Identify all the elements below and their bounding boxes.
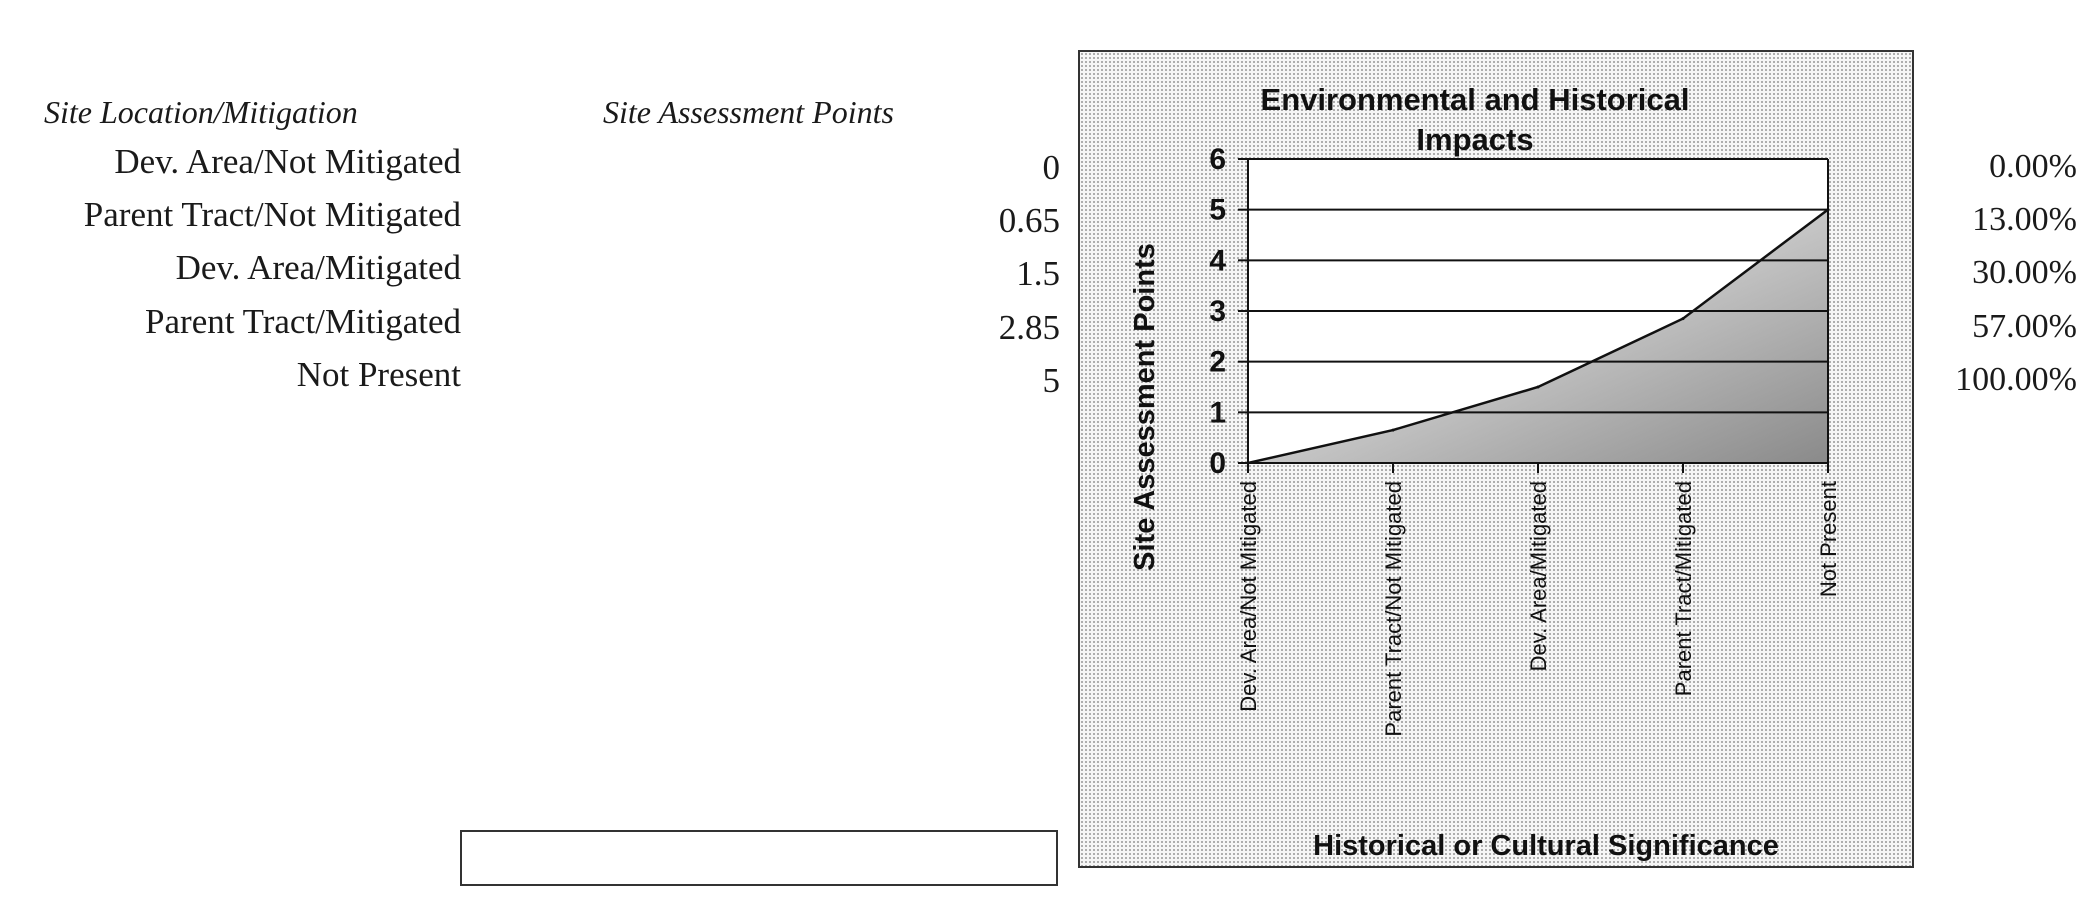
y-tick-label: 3 bbox=[1209, 295, 1226, 328]
row-label: Parent Tract/Not Mitigated bbox=[83, 195, 461, 234]
y-tick-label: 4 bbox=[1209, 244, 1226, 277]
chart-frame: Environmental and Historical Impacts Sit… bbox=[1078, 50, 1914, 868]
header-site-location: Site Location/Mitigation bbox=[44, 94, 358, 130]
row-percent: 0.00% bbox=[1989, 148, 2077, 185]
row-percent: 57.00% bbox=[1972, 308, 2077, 345]
y-tick-label: 2 bbox=[1209, 346, 1226, 379]
x-tick-label: Parent Tract/Mitigated bbox=[1671, 481, 1696, 696]
x-axis-label: Historical or Cultural Significance bbox=[1313, 830, 1779, 862]
y-tick-label: 6 bbox=[1209, 143, 1226, 176]
row-percent: 100.00% bbox=[1955, 361, 2077, 398]
row-points: 0 bbox=[1042, 148, 1061, 187]
x-tick-label: Dev. Area/Mitigated bbox=[1526, 481, 1551, 671]
y-axis-label: Site Assessment Points bbox=[1129, 243, 1161, 571]
area-fill bbox=[1248, 209, 1828, 463]
x-tick-label: Not Present bbox=[1816, 481, 1841, 597]
y-tick-label: 5 bbox=[1209, 194, 1226, 227]
row-points: 0.65 bbox=[998, 201, 1060, 240]
y-tick-label: 1 bbox=[1209, 396, 1226, 429]
plot-area: 0 1 2 3 4 5 6 Dev. Area/Not Mitigated Parent Tra… bbox=[1209, 143, 1841, 737]
row-label: Not Present bbox=[296, 355, 461, 394]
chart-title-line-2: Impacts bbox=[1416, 122, 1533, 157]
row-points: 1.5 bbox=[1016, 254, 1060, 293]
data-point bbox=[1536, 385, 1540, 389]
header-site-assessment-points: Site Assessment Points bbox=[603, 94, 894, 130]
area-chart: Environmental and Historical Impacts Sit… bbox=[1129, 82, 1841, 862]
row-percent: 13.00% bbox=[1972, 201, 2077, 238]
chart-title-line-1: Environmental and Historical bbox=[1261, 82, 1690, 117]
x-tick-label: Dev. Area/Not Mitigated bbox=[1236, 481, 1261, 712]
data-point bbox=[1391, 428, 1395, 432]
row-label: Parent Tract/Mitigated bbox=[145, 302, 461, 341]
y-tick-label: 0 bbox=[1209, 447, 1226, 480]
x-tick-label: Parent Tract/Not Mitigated bbox=[1381, 481, 1406, 737]
row-points: 2.85 bbox=[998, 308, 1060, 347]
empty-cell-input[interactable] bbox=[460, 830, 1058, 886]
data-point bbox=[1681, 317, 1685, 321]
row-points: 5 bbox=[1042, 361, 1061, 400]
row-label: Dev. Area/Mitigated bbox=[175, 248, 461, 287]
row-percent: 30.00% bbox=[1972, 254, 2077, 291]
row-label: Dev. Area/Not Mitigated bbox=[114, 142, 461, 181]
